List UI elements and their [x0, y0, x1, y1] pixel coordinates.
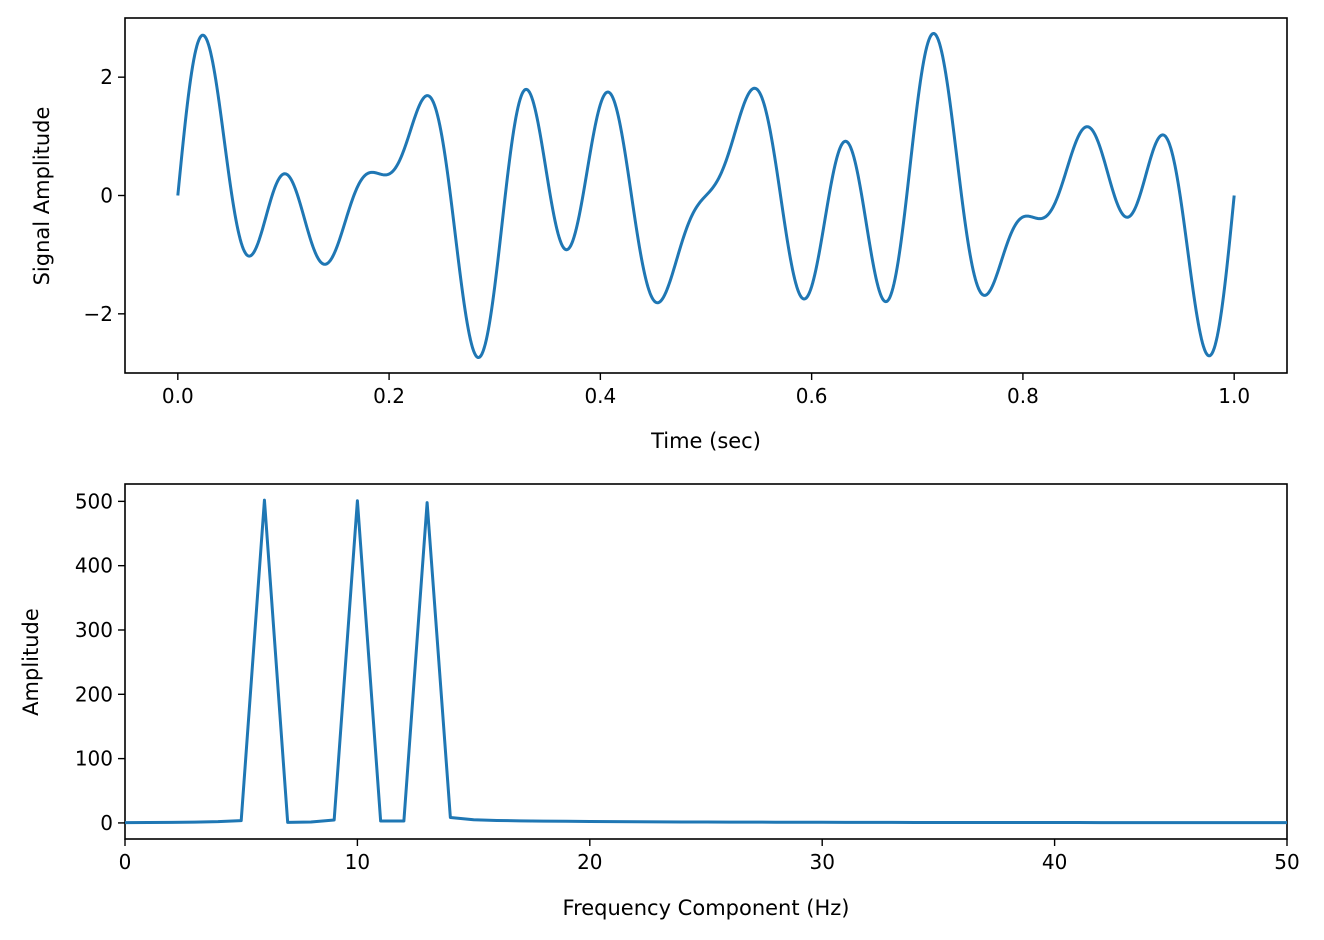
time-y-tick-label: −2: [84, 302, 113, 326]
time-x-tick-label: 1.0: [1218, 384, 1250, 408]
frequency-y-tick-label: 300: [75, 618, 113, 642]
frequency-spectrum-chart: 0 10 20 30 40 50 0 100 200 300 400 500 Frequency C…: [19, 483, 1300, 920]
frequency-y-tick-label: 500: [75, 489, 113, 513]
time-y-axis-label: Signal Amplitude: [30, 107, 54, 286]
frequency-x-axis-ticks: 0 10 20 30 40 50: [119, 839, 1300, 874]
frequency-y-axis-ticks: 0 100 200 300 400 500: [75, 489, 125, 835]
frequency-y-tick-label: 400: [75, 554, 113, 578]
time-x-tick-label: 0.4: [584, 384, 616, 408]
time-x-tick-label: 0.6: [796, 384, 828, 408]
frequency-x-tick-label: 0: [119, 850, 132, 874]
frequency-y-axis-label: Amplitude: [19, 608, 43, 716]
frequency-x-tick-label: 50: [1274, 850, 1299, 874]
frequency-x-axis-label: Frequency Component (Hz): [563, 896, 850, 920]
time-y-tick-label: 0: [100, 184, 113, 208]
time-x-tick-label: 0.0: [162, 384, 194, 408]
frequency-y-tick-label: 100: [75, 747, 113, 771]
frequency-x-tick-label: 30: [809, 850, 834, 874]
time-signal-chart: 0.0 0.2 0.4 0.6 0.8 1.0 −2 0 2 Time (sec) Signa…: [30, 17, 1288, 453]
frequency-y-tick-label: 0: [100, 811, 113, 835]
frequency-chart-frame: [124, 483, 1288, 840]
time-signal-line: [176, 32, 1236, 359]
frequency-x-tick-label: 40: [1042, 850, 1067, 874]
frequency-x-tick-label: 10: [345, 850, 370, 874]
frequency-y-tick-label: 200: [75, 682, 113, 706]
frequency-x-tick-label: 20: [577, 850, 602, 874]
time-x-axis-ticks: 0.0 0.2 0.4 0.6 0.8 1.0: [162, 373, 1250, 408]
time-x-axis-label: Time (sec): [650, 429, 761, 453]
time-y-axis-ticks: −2 0 2: [84, 65, 125, 326]
time-x-tick-label: 0.8: [1007, 384, 1039, 408]
time-y-tick-label: 2: [100, 65, 113, 89]
frequency-spectrum-line: [124, 498, 1287, 825]
time-x-tick-label: 0.2: [373, 384, 405, 408]
